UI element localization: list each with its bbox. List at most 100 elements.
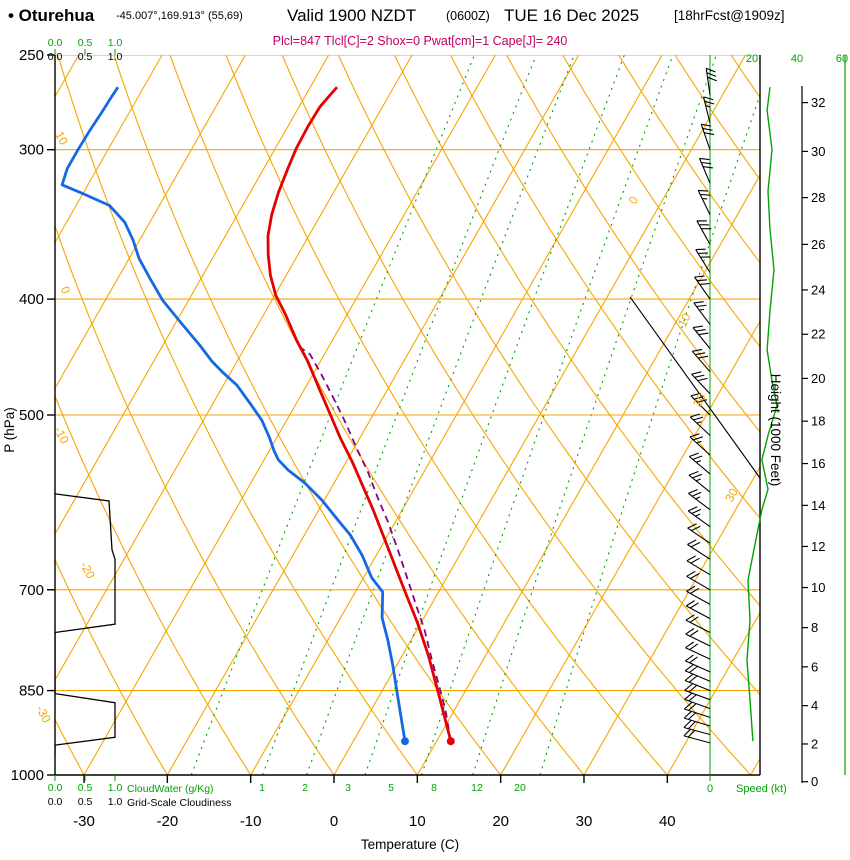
mixing-ratio-label: 1 xyxy=(259,782,265,794)
stability-indices: Plcl=847 Tlcl[C]=2 Shox=0 Pwat[cm]=1 Cap… xyxy=(273,34,568,48)
cloudwater-scale-bottom-label: 0.5 xyxy=(78,782,93,794)
dry-adiabat-line xyxy=(225,55,668,775)
wind-barb xyxy=(696,220,712,245)
valid-date: TUE 16 Dec 2025 xyxy=(504,6,639,25)
pressure-tick-label: 300 xyxy=(19,142,44,159)
temperature-curve xyxy=(266,86,453,742)
wind-barb xyxy=(684,673,711,692)
wind-layer xyxy=(683,67,778,744)
parcel-path-curve xyxy=(296,344,452,742)
wind-barb xyxy=(694,275,711,300)
height-tick-label: 8 xyxy=(811,620,818,635)
mixing-ratio-label: 8 xyxy=(431,782,437,794)
dry-adiabat-line xyxy=(450,55,760,520)
speed-scale-label: 40 xyxy=(791,53,803,65)
wind-barb xyxy=(687,523,711,544)
wind-barb xyxy=(697,189,711,215)
mixing-ratio-line xyxy=(261,55,537,775)
height-tick-label: 32 xyxy=(811,95,825,110)
dry-adiabat-line xyxy=(57,55,418,775)
mixing-ratio-label: 20 xyxy=(514,782,526,794)
station-title: • Oturehua xyxy=(8,6,95,25)
wind-barb xyxy=(688,470,711,493)
height-tick-label: 14 xyxy=(811,498,825,513)
speed-scale-label: 60 xyxy=(836,53,848,65)
cloudiness-scale-top-label: 1.0 xyxy=(108,51,123,63)
height-tick-label: 28 xyxy=(811,190,825,205)
wind-barb xyxy=(685,628,711,647)
dry-adiabat-line xyxy=(393,55,760,607)
dry-adiabat-line xyxy=(337,55,760,696)
cloudiness-scale-bottom-label: 0.0 xyxy=(48,796,63,808)
dry-adiabat-label: -30 xyxy=(33,703,54,725)
dry-adiabat-label: -20 xyxy=(77,559,98,581)
wind-barb xyxy=(685,641,711,660)
dry-adiabat-line xyxy=(55,394,252,775)
height-tick-label: 30 xyxy=(811,144,825,159)
height-tick-label: 0 xyxy=(811,774,818,789)
wind-barb xyxy=(686,570,711,591)
wind-barb xyxy=(683,728,711,744)
wind-barb xyxy=(683,701,711,718)
height-tick-label: 26 xyxy=(811,237,825,252)
cloudwater-scale-top-label: 0.0 xyxy=(48,37,63,49)
temperature-tick-label: -10 xyxy=(240,813,262,830)
cloud-fraction-curve xyxy=(55,493,116,754)
wind-barb xyxy=(687,539,711,560)
wind-barb xyxy=(705,67,718,96)
wind-barb xyxy=(684,683,711,701)
isotherm-label: 0 xyxy=(626,194,642,207)
mixing-ratio-label: 3 xyxy=(345,782,351,794)
mixing-ratio-line xyxy=(190,55,475,775)
forecast-ref: [18hrFcst@1909z] xyxy=(674,8,785,23)
cloudiness-scale-bottom-label: 1.0 xyxy=(108,796,123,808)
wind-barb xyxy=(691,371,711,395)
temperature-tick-label: 30 xyxy=(576,813,593,830)
cloudwater-axis-title: CloudWater (g/Kg) xyxy=(127,783,214,795)
speed-scale-label: 20 xyxy=(746,53,758,65)
pressure-tick-label: 250 xyxy=(19,47,44,64)
wind-barb xyxy=(688,452,711,475)
wind-speed-curve xyxy=(746,87,778,742)
pressure-tick-label: 850 xyxy=(19,683,44,700)
wind-barb xyxy=(686,585,711,605)
cloudwater-scale-top-label: 1.0 xyxy=(108,37,123,49)
dry-adiabat-line xyxy=(55,224,335,775)
wind-barb xyxy=(690,392,711,416)
speed-zero-label: 0 xyxy=(707,783,713,795)
wind-barb xyxy=(687,506,711,528)
wind-barb xyxy=(684,692,711,710)
isotherm-line xyxy=(55,55,163,244)
isotherm-line xyxy=(834,55,850,775)
isotherm-label: 20 xyxy=(690,391,709,410)
cloudiness-scale-bottom-label: 0.5 xyxy=(78,796,93,808)
dry-adiabat-line xyxy=(113,55,502,775)
mixing-ratio-label: 12 xyxy=(471,782,483,794)
height-tick-label: 12 xyxy=(811,539,825,554)
height-tick-label: 16 xyxy=(811,456,825,471)
reference-diagonal-line xyxy=(629,296,760,479)
wind-barb xyxy=(685,614,711,633)
wind-barb xyxy=(689,413,711,436)
wind-barb xyxy=(700,123,715,150)
dry-adiabat-line xyxy=(843,55,850,775)
valid-utc: (0600Z) xyxy=(446,9,490,23)
wind-barb xyxy=(686,555,711,576)
cloudiness-axis-title: Grid-Scale Cloudiness xyxy=(127,797,231,809)
wind-barb xyxy=(692,325,711,349)
pressure-axis-title: P (hPa) xyxy=(2,407,17,453)
isotherm-label: 10 xyxy=(675,311,694,330)
wind-barb xyxy=(688,488,711,511)
wind-barb xyxy=(693,301,711,325)
temperature-tick-label: 20 xyxy=(492,813,509,830)
profile-layer xyxy=(55,86,455,754)
cloudwater-scale-bottom-label: 0.0 xyxy=(48,782,63,794)
station-coords: -45.007°,169.913° (55,69) xyxy=(116,10,243,22)
dry-adiabat-line xyxy=(169,55,585,775)
pressure-tick-label: 400 xyxy=(19,291,44,308)
pressure-tick-label: 500 xyxy=(19,407,44,424)
temperature-tick-label: -20 xyxy=(156,813,178,830)
dry-adiabat-label: 10 xyxy=(52,129,71,148)
